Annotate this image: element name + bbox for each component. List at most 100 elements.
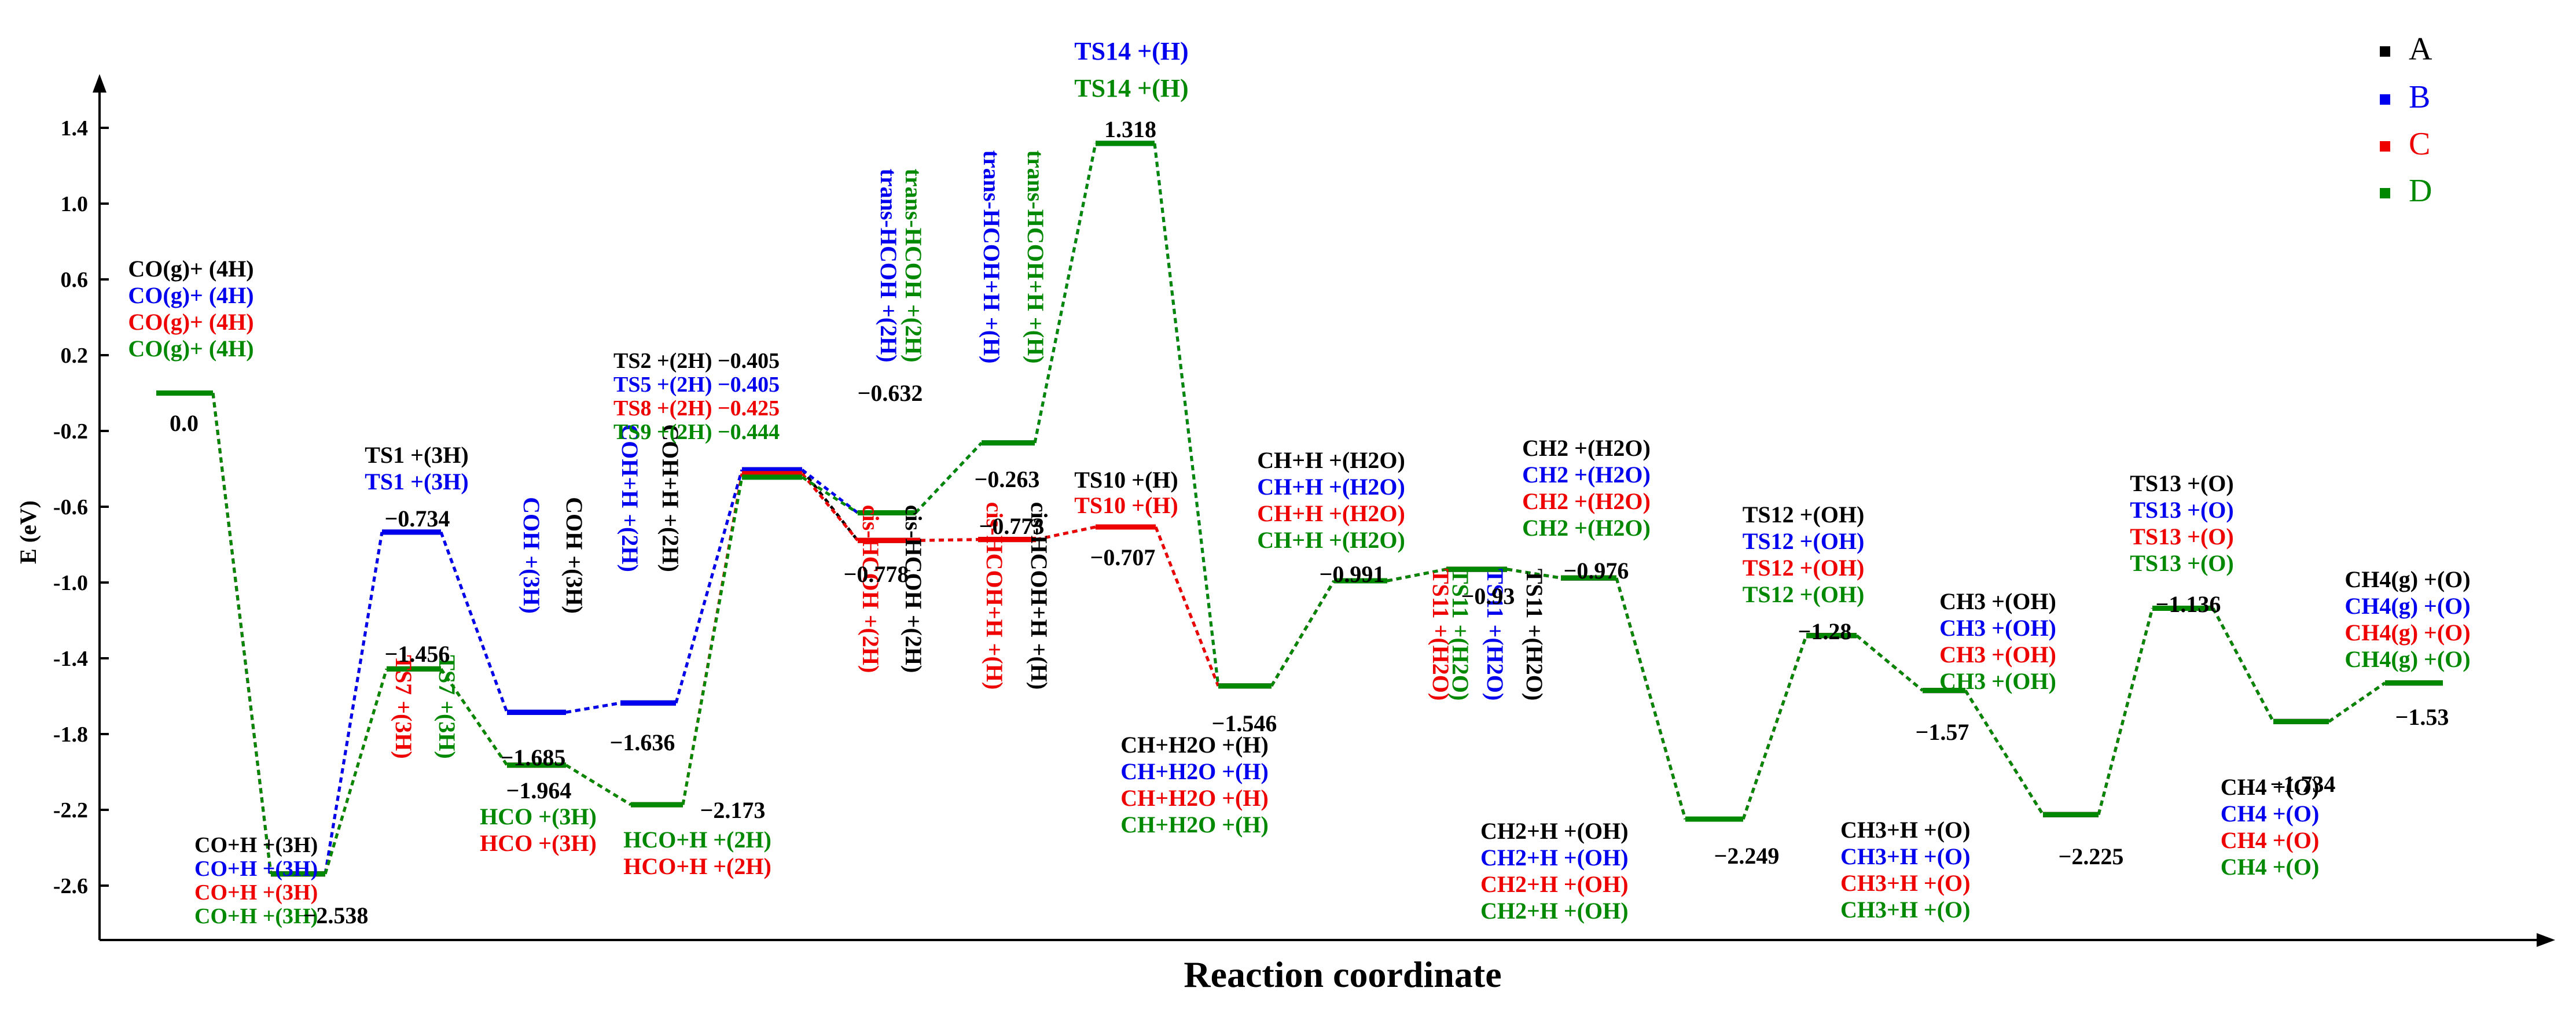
energy-value-label: −0.773 — [979, 513, 1045, 539]
state-label: CH2 +(H2O) — [1522, 488, 1651, 514]
state-label: TS11 +(H2O) — [1428, 569, 1454, 701]
state-label: trans-HCOH +(2H) — [901, 169, 927, 363]
connector-c — [1154, 526, 1220, 687]
energy-value-label: −1.456 — [385, 641, 450, 667]
energy-value-label: −2.538 — [303, 902, 369, 928]
state-label: TS12 +(OH) — [1743, 555, 1865, 581]
connector-d — [1964, 690, 2045, 816]
energy-value-label: −0.991 — [1320, 561, 1385, 587]
state-label: TS1 +(3H) — [365, 469, 468, 495]
state-label: TS13 +(O) — [2130, 497, 2233, 523]
connector-d — [211, 393, 273, 874]
energy-value-label: −0.93 — [1461, 583, 1515, 609]
state-label: CH+H2O +(H) — [1120, 758, 1269, 784]
state-label: cis-HCOH +(2H) — [858, 505, 884, 673]
legend-label-a: A — [2409, 31, 2432, 67]
state-label: TS12 +(OH) — [1743, 502, 1865, 528]
connector-b — [565, 701, 621, 714]
connector-b — [439, 532, 509, 713]
state-label: TS13 +(O) — [2130, 470, 2233, 496]
state-label: CH3+H +(O) — [1840, 817, 1970, 843]
state-label: HCO +(3H) — [480, 830, 597, 856]
y-tick-label: 0.6 — [61, 268, 89, 292]
y-tick-label: -1.8 — [53, 723, 88, 747]
state-label: CH4 +(O) — [2221, 827, 2320, 853]
energy-value-label: −1.53 — [2395, 704, 2449, 730]
state-label: CH4(g) +(O) — [2345, 566, 2470, 592]
state-label: CH3+H +(O) — [1840, 897, 1970, 923]
y-tick-label: -2.6 — [53, 874, 88, 898]
connector-d — [2211, 607, 2275, 723]
connector-d — [801, 475, 859, 514]
state-label: COH+H +(2H) — [657, 424, 683, 572]
state-label: cis-HCOH+H +(H) — [982, 502, 1008, 690]
energy-value-label: −2.249 — [1714, 843, 1780, 869]
state-label: CH+H2O +(H) — [1120, 812, 1269, 838]
state-label: TS7 +(3H) — [434, 655, 460, 758]
energy-value-label: −2.173 — [700, 797, 766, 823]
connector-b — [674, 469, 744, 703]
state-label: CH2+H +(OH) — [1480, 818, 1629, 844]
connector-d — [1387, 567, 1447, 583]
state-label: TS13 +(O) — [2130, 550, 2233, 576]
state-label: TS12 +(OH) — [1743, 581, 1865, 607]
state-label: HCO+H +(2H) — [623, 853, 771, 879]
state-label: CO(g)+ (4H) — [128, 336, 253, 362]
connector-d — [439, 668, 509, 766]
state-label: CH3+H +(O) — [1840, 843, 1970, 869]
state-label: CH2+H +(OH) — [1480, 898, 1629, 924]
y-tick-label: 0.2 — [61, 344, 89, 368]
state-label: CH+H +(H2O) — [1257, 447, 1405, 473]
y-tick-label: -2.2 — [53, 798, 88, 823]
energy-value-label: −1.28 — [1798, 618, 1852, 644]
x-axis-arrow — [2537, 933, 2555, 947]
state-label: HCO+H +(2H) — [623, 827, 771, 853]
connector-c — [920, 538, 979, 542]
state-label: CH2 +(H2O) — [1522, 515, 1651, 541]
connector-d — [565, 764, 632, 806]
y-tick-label: -1.0 — [53, 571, 88, 595]
state-label: TS9 +(2H) −0.444 — [613, 420, 780, 444]
state-label: TS14 +(H) — [1074, 74, 1188, 102]
legend-label-d: D — [2409, 173, 2432, 209]
state-label: trans-HCOH+H +(H) — [1023, 150, 1049, 364]
pathway-lines — [211, 143, 2386, 875]
state-label: trans-HCOH+H +(H) — [979, 150, 1005, 364]
state-label: CH3+H +(O) — [1840, 870, 1970, 896]
state-label: TS2 +(2H) −0.405 — [613, 349, 780, 373]
connector-d — [1033, 143, 1097, 444]
state-label: CH4(g) +(O) — [2345, 646, 2470, 672]
state-label: TS14 +(H) — [1074, 37, 1188, 65]
state-label: CH3 +(OH) — [1939, 642, 2056, 668]
state-labels: CO(g)+ (4H)CO(g)+ (4H)CO(g)+ (4H)CO(g)+ … — [128, 37, 2470, 928]
y-axis-arrow — [93, 74, 106, 93]
state-label: CH+H +(H2O) — [1257, 500, 1405, 526]
state-label: TS10 +(H) — [1074, 492, 1178, 518]
energy-value-label: −1.964 — [506, 777, 572, 803]
state-label: CH3 +(OH) — [1939, 615, 2056, 641]
state-label: TS11 +(H2O) — [1447, 569, 1473, 701]
y-tick-label: -0.2 — [53, 419, 88, 444]
connector-d — [1855, 634, 1924, 692]
energy-value-label: −1.685 — [501, 744, 566, 771]
connector-a — [801, 469, 859, 541]
energy-value-label: −0.632 — [858, 380, 923, 406]
energy-value-label: −0.734 — [385, 506, 450, 532]
state-label: CH3 +(OH) — [1939, 668, 2056, 694]
energy-value-label: −0.707 — [1090, 544, 1156, 570]
connector-d — [914, 441, 983, 514]
state-label: HCO +(3H) — [480, 803, 597, 830]
state-label: CO+H +(3H) — [194, 880, 318, 905]
state-label: CH2 +(H2O) — [1522, 462, 1651, 488]
state-label: CH+H2O +(H) — [1120, 785, 1269, 811]
state-label: CO+H +(3H) — [194, 904, 318, 928]
connector-d — [1741, 635, 1808, 820]
state-label: cis-HCOH+H +(H) — [1026, 502, 1052, 690]
state-label: CH2 +(H2O) — [1522, 435, 1651, 461]
connector-d — [2328, 681, 2386, 723]
x-axis-title: Reaction coordinate — [1184, 954, 1501, 995]
y-tick-label: 1.0 — [61, 192, 89, 216]
state-label: CH4 +(O) — [2221, 774, 2320, 800]
connector-d — [1615, 577, 1687, 820]
